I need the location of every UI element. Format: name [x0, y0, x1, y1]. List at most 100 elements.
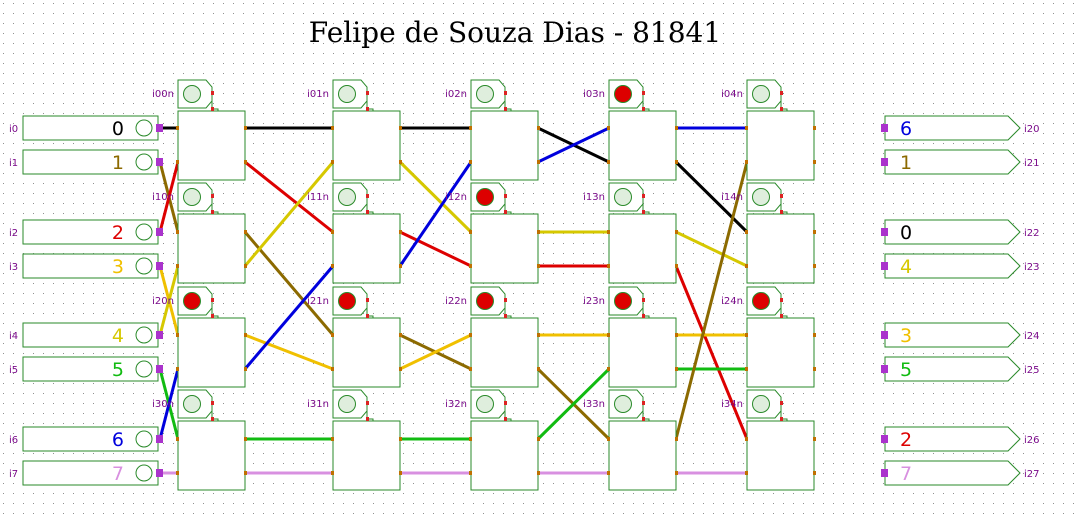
block-pin	[176, 126, 179, 130]
output-field	[884, 219, 1021, 245]
toggle-button-i00n[interactable]: i00n	[152, 79, 219, 111]
block-pin	[399, 264, 402, 268]
block-pin	[745, 230, 748, 234]
toggle-button-i13n[interactable]: i13n	[583, 182, 650, 214]
wire-4-6	[674, 161, 749, 440]
block-pin	[537, 126, 540, 130]
toggle-button-i03n[interactable]: i03n	[583, 79, 650, 111]
block-body	[746, 213, 815, 284]
block-pin	[176, 437, 179, 441]
input-pin-i1[interactable]: i1 1	[9, 149, 163, 175]
output-label: i21	[1024, 158, 1040, 169]
block-pin	[675, 367, 678, 371]
toggle-led-off-icon	[614, 395, 632, 413]
block-pin	[176, 264, 179, 268]
input-pin-i4[interactable]: i4 4	[9, 322, 163, 348]
output-field	[884, 460, 1021, 486]
block-pin	[813, 471, 816, 475]
toggle-led-off-icon	[338, 395, 356, 413]
toggle-tab	[211, 401, 214, 405]
toggle-tab	[504, 417, 507, 421]
block-body	[608, 317, 677, 388]
toggle-lead	[366, 94, 374, 111]
toggle-label: i21n	[307, 296, 329, 307]
toggle-led-on-icon	[752, 292, 770, 310]
toggle-button-i04n[interactable]: i04n	[721, 79, 788, 111]
toggle-tab	[642, 107, 645, 111]
toggle-label: i23n	[583, 296, 605, 307]
block-pin	[469, 230, 472, 234]
input-pin-i3[interactable]: i3 3	[9, 253, 163, 279]
block-pin	[244, 126, 247, 130]
input-port	[156, 262, 163, 270]
input-pin-i7[interactable]: i7 7	[9, 460, 163, 486]
toggle-tab	[366, 194, 369, 198]
switch-block-34: i34n	[721, 389, 816, 491]
output-pin-i27: 7 i27	[881, 460, 1040, 486]
toggle-led-off-icon	[476, 395, 494, 413]
toggle-label: i13n	[583, 192, 605, 203]
toggle-button-i11n[interactable]: i11n	[307, 182, 374, 214]
toggle-button-i02n[interactable]: i02n	[445, 79, 512, 111]
switch-block-01: i01n	[307, 79, 402, 181]
block-pin	[745, 126, 748, 130]
input-field	[22, 322, 159, 348]
toggle-tab	[366, 210, 369, 214]
toggle-button-i23n[interactable]: i23n	[583, 286, 650, 318]
toggle-button-i31n[interactable]: i31n	[307, 389, 374, 421]
toggle-tab	[780, 401, 783, 405]
toggle-led-on-icon	[476, 292, 494, 310]
block-body	[608, 420, 677, 491]
toggle-button-i12n[interactable]: i12n	[445, 182, 512, 214]
block-body	[332, 420, 401, 491]
toggle-button-i30n[interactable]: i30n	[152, 389, 219, 421]
block-body	[608, 213, 677, 284]
toggle-button-i14n[interactable]: i14n	[721, 182, 788, 214]
toggle-tab	[211, 91, 214, 95]
toggle-led-off-icon	[752, 188, 770, 206]
toggle-led-off-icon	[183, 188, 201, 206]
toggle-tab	[504, 401, 507, 405]
input-pin-i6[interactable]: i6 6	[9, 426, 163, 452]
toggle-led-off-icon	[476, 85, 494, 103]
toggle-led-on-icon	[183, 292, 201, 310]
toggle-led-on-icon	[614, 292, 632, 310]
toggle-button-i33n[interactable]: i33n	[583, 389, 650, 421]
block-pin	[745, 437, 748, 441]
input-pin-i0[interactable]: i0 0	[9, 115, 163, 141]
block-pin	[469, 160, 472, 164]
block-pin	[331, 230, 334, 234]
input-value: 0	[112, 118, 124, 140]
toggle-button-i34n[interactable]: i34n	[721, 389, 788, 421]
output-field	[884, 426, 1021, 452]
toggle-label: i04n	[721, 89, 743, 100]
toggle-button-i24n[interactable]: i24n	[721, 286, 788, 318]
toggle-button-i20n[interactable]: i20n	[152, 286, 219, 318]
block-pin	[607, 230, 610, 234]
output-port	[881, 365, 888, 373]
toggle-label: i30n	[152, 399, 174, 410]
toggle-button-i32n[interactable]: i32n	[445, 389, 512, 421]
wire-layer	[158, 126, 749, 475]
block-pin	[675, 437, 678, 441]
input-pin-i2[interactable]: i2 2	[9, 219, 163, 245]
block-pin	[244, 367, 247, 371]
wire-2-1	[398, 160, 473, 234]
output-field	[884, 322, 1021, 348]
block-pin	[399, 367, 402, 371]
toggle-button-i22n[interactable]: i22n	[445, 286, 512, 318]
block-pin	[331, 333, 334, 337]
output-port	[881, 228, 888, 236]
toggle-button-i10n[interactable]: i10n	[152, 182, 219, 214]
toggle-button-i21n[interactable]: i21n	[307, 286, 374, 318]
input-circle-icon	[135, 223, 153, 241]
toggle-led-off-icon	[752, 395, 770, 413]
output-value: 0	[900, 222, 912, 244]
input-label: i6	[9, 435, 18, 446]
switch-block-03: i03n	[583, 79, 678, 181]
wire-2-3	[398, 161, 473, 267]
input-pin-i5[interactable]: i5 5	[9, 356, 163, 382]
input-port	[156, 158, 163, 166]
toggle-button-i01n[interactable]: i01n	[307, 79, 374, 111]
